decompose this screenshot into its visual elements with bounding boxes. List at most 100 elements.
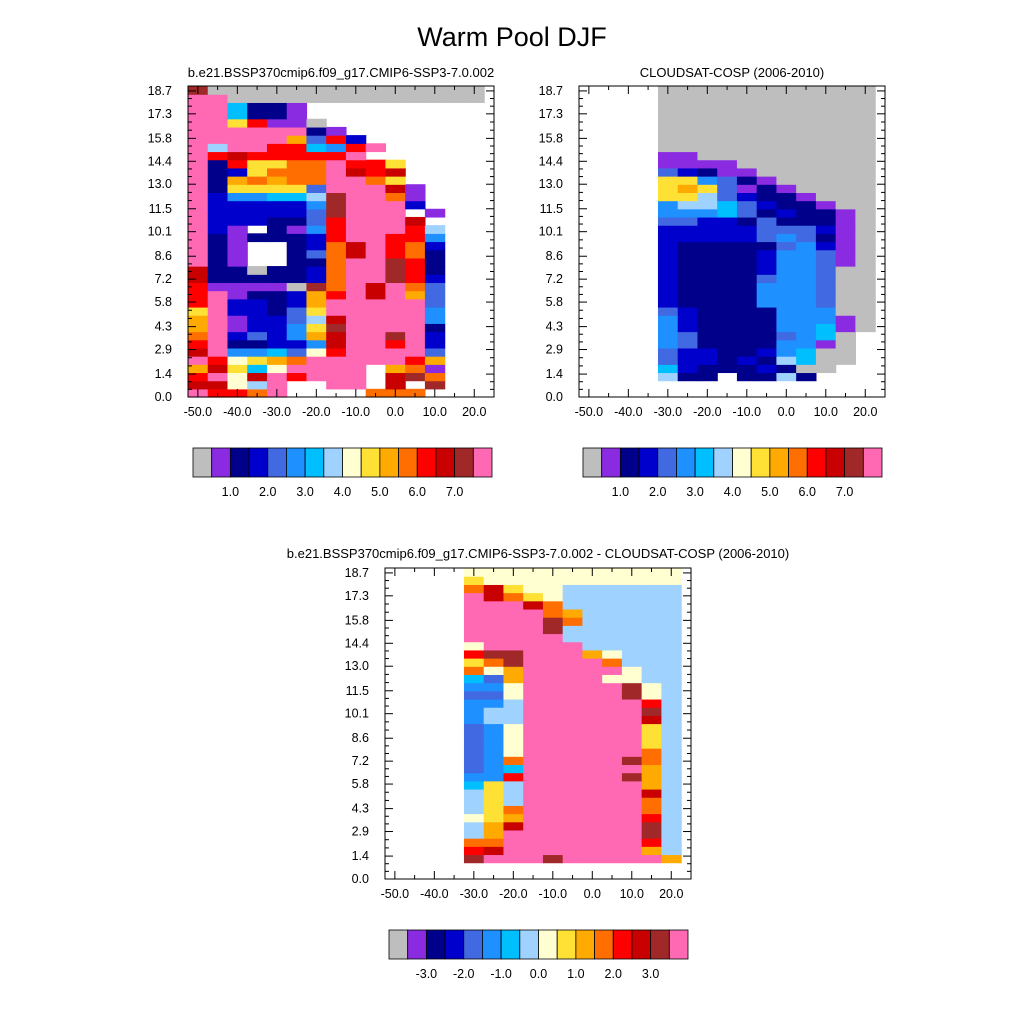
y-tick-label: 5.8 — [352, 777, 369, 791]
heatmap-cell — [503, 682, 524, 692]
heatmap-cell — [677, 266, 699, 275]
heatmap-cell — [796, 208, 817, 218]
heatmap-cell — [776, 167, 797, 177]
heatmap-cell — [697, 102, 718, 112]
heatmap-cell — [266, 184, 288, 193]
heatmap-cell — [365, 143, 387, 153]
heatmap-cell — [247, 208, 268, 218]
heatmap-cell — [306, 339, 327, 349]
heatmap-cell — [657, 315, 679, 324]
heatmap-cell — [483, 821, 505, 831]
x-tick-label: 20.0 — [853, 405, 877, 419]
heatmap-cell — [855, 102, 876, 112]
heatmap-cell — [207, 274, 229, 284]
heatmap-cell — [657, 331, 679, 341]
heatmap-cell — [365, 192, 387, 202]
heatmap-cell — [855, 135, 876, 144]
heatmap-cell — [326, 266, 347, 275]
heatmap-cell — [717, 159, 738, 169]
heatmap-cell — [582, 674, 603, 684]
heatmap-cell — [756, 110, 778, 120]
heatmap-cell — [602, 854, 623, 864]
heatmap-cell — [207, 135, 229, 144]
heatmap-cell — [677, 233, 699, 243]
heatmap-cell — [266, 274, 288, 284]
heatmap-cell — [326, 315, 347, 324]
colorbar-swatch — [825, 447, 846, 478]
heatmap-cell — [756, 118, 778, 128]
heatmap-cell — [247, 331, 268, 341]
heatmap-cell — [661, 764, 682, 774]
heatmap-cell — [286, 323, 308, 333]
heatmap-cell — [657, 94, 679, 103]
heatmap-cell — [697, 167, 718, 177]
heatmap-cell — [835, 216, 856, 226]
heatmap-cell — [227, 323, 248, 333]
colorbar-swatch — [286, 447, 306, 478]
heatmap-cell — [405, 315, 426, 324]
heatmap-cell — [776, 200, 797, 210]
heatmap-cell — [227, 102, 248, 112]
heatmap-cell — [796, 274, 817, 284]
heatmap-cell — [661, 690, 682, 700]
heatmap-cell — [542, 600, 564, 610]
colorbar-swatch — [676, 447, 696, 478]
heatmap-cell — [855, 290, 876, 300]
heatmap-cell — [306, 151, 327, 161]
heatmap-cell — [326, 126, 347, 136]
y-tick-label: 18.7 — [148, 84, 172, 98]
heatmap-cell — [776, 126, 797, 136]
heatmap-cell — [523, 674, 544, 684]
heatmap-cell — [835, 135, 856, 144]
heatmap-cell — [661, 625, 682, 635]
heatmap-cell — [717, 135, 738, 144]
heatmap-cell — [542, 813, 564, 823]
heatmap-cell — [326, 151, 347, 161]
panel-title: CLOUDSAT-COSP (2006-2010) — [640, 65, 824, 80]
heatmap-cell — [582, 690, 603, 700]
heatmap-cell — [188, 176, 209, 185]
heatmap-cell — [463, 739, 485, 749]
x-tick-label: 10.0 — [423, 405, 447, 419]
heatmap-cell — [582, 813, 603, 823]
heatmap-cell — [444, 94, 465, 103]
heatmap-cell — [207, 110, 229, 120]
heatmap-cell — [736, 372, 758, 382]
heatmap-cell — [621, 846, 643, 856]
y-tick-label: 13.0 — [539, 177, 563, 191]
colorbar-label: 7.0 — [836, 485, 853, 499]
x-tick-label: -20.0 — [693, 405, 722, 419]
heatmap-cell — [523, 780, 544, 790]
heatmap-cell — [286, 282, 308, 292]
heatmap-cell — [266, 356, 288, 365]
heatmap-cell — [247, 380, 268, 390]
heatmap-cell — [602, 838, 623, 847]
heatmap-cell — [365, 331, 387, 341]
heatmap-cell — [503, 600, 524, 610]
heatmap-cell — [365, 290, 387, 300]
heatmap-cell — [463, 756, 485, 766]
heatmap-cell — [207, 143, 229, 153]
colorbar-swatch — [519, 929, 539, 960]
heatmap-cell — [661, 813, 682, 823]
heatmap-cell — [717, 347, 738, 357]
heatmap-cell — [286, 159, 308, 169]
heatmap-cell — [463, 780, 485, 790]
heatmap-cell — [365, 298, 387, 308]
y-tick-label: 2.9 — [155, 343, 172, 357]
heatmap-cell — [621, 666, 643, 675]
heatmap-cell — [657, 233, 679, 243]
heatmap-cell — [227, 249, 248, 259]
heatmap-cell — [286, 372, 308, 382]
heatmap-cell — [188, 364, 209, 374]
heatmap-cell — [582, 788, 603, 798]
heatmap-cell — [365, 216, 387, 226]
heatmap-cell — [405, 323, 426, 333]
heatmap-cell — [266, 110, 288, 120]
heatmap-cell — [207, 176, 229, 185]
heatmap-cell — [503, 797, 524, 806]
heatmap-cell — [855, 216, 876, 226]
heatmap-cell — [483, 707, 505, 716]
heatmap-cell — [602, 772, 623, 782]
